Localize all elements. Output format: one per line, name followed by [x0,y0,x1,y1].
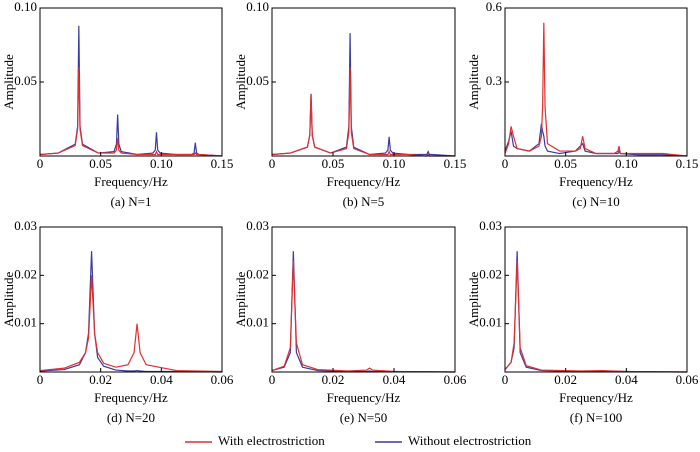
y-tick-label: 0.6 [486,0,503,14]
y-axis-label: Amplitude [1,271,16,327]
series-line [271,260,456,373]
x-tick-label: 0.06 [676,372,699,387]
x-axis-label: Frequency/Hz [559,390,633,405]
y-tick-label: 0.02 [479,266,502,281]
x-tick-label: 0.06 [211,372,234,387]
x-tick-label: 0 [269,156,276,171]
plot-frame [271,226,456,373]
x-tick-label: 0.02 [322,372,345,387]
y-tick-label: 0.05 [14,73,37,88]
series-line [271,67,455,157]
y-tick-label: 0.10 [14,0,37,14]
x-tick-label: 0 [37,156,44,171]
y-tick-label: 0.05 [246,73,269,88]
y-axis-label: Amplitude [233,54,248,110]
y-tick-label: 0.3 [486,73,502,88]
x-axis-label: Frequency/Hz [559,174,633,189]
x-tick-label: 0.02 [554,372,577,387]
y-tick-label: 0.01 [479,315,502,330]
panel-caption: (c) N=10 [572,194,619,209]
y-tick-label: 0.03 [14,218,37,233]
y-axis-label: Amplitude [233,271,248,327]
series-line [504,22,688,157]
x-tick-label: 0.04 [615,372,638,387]
y-tick-label: 0.03 [246,218,269,233]
panel-caption: (b) N=5 [343,194,385,209]
y-axis-label: Amplitude [1,54,16,110]
plot-frame [504,226,688,373]
panel-caption: (f) N=100 [570,410,622,425]
plot-frame [504,7,688,157]
series-line [504,260,688,373]
series-line [39,251,223,373]
y-tick-label: 0.02 [246,266,269,281]
x-tick-label: 0 [502,156,509,171]
y-tick-label: 0.01 [246,315,269,330]
x-tick-label: 0.04 [383,372,406,387]
x-tick-label: 0.06 [444,372,467,387]
plot-frame [39,7,223,157]
y-tick-label: 0.03 [479,218,502,233]
x-tick-label: 0.15 [676,156,699,171]
x-tick-label: 0.05 [554,156,577,171]
x-tick-label: 0.15 [444,156,467,171]
series-line [504,251,688,373]
plot-frame [39,226,223,373]
x-tick-label: 0 [502,372,509,387]
x-tick-label: 0.10 [150,156,173,171]
panel-caption: (a) N=1 [111,194,152,209]
series-line [39,67,223,157]
y-tick-label: 0.01 [14,315,37,330]
x-axis-label: Frequency/Hz [94,174,168,189]
y-tick-label: 0.02 [14,266,37,281]
x-tick-label: 0 [269,372,276,387]
series-line [39,25,223,157]
series-line [504,123,688,157]
y-axis-label: Amplitude [466,271,481,327]
series-line [39,275,223,373]
series-line [271,33,456,157]
plot-frame [271,7,456,157]
x-tick-label: 0.15 [211,156,234,171]
legend-label: With electrostriction [218,433,325,448]
x-axis-label: Frequency/Hz [327,390,401,405]
x-tick-label: 0.02 [89,372,112,387]
legend-label: Without electrostriction [408,433,532,448]
x-axis-label: Frequency/Hz [327,174,401,189]
x-tick-label: 0.10 [615,156,638,171]
panel-caption: (d) N=20 [107,410,155,425]
x-tick-label: 0.05 [322,156,345,171]
panel-caption: (e) N=50 [340,410,387,425]
x-tick-label: 0.10 [383,156,406,171]
x-axis-label: Frequency/Hz [94,390,168,405]
x-tick-label: 0 [37,372,44,387]
y-axis-label: Amplitude [466,54,481,110]
x-tick-label: 0.05 [89,156,112,171]
y-tick-label: 0.10 [246,0,269,14]
x-tick-label: 0.04 [150,372,173,387]
